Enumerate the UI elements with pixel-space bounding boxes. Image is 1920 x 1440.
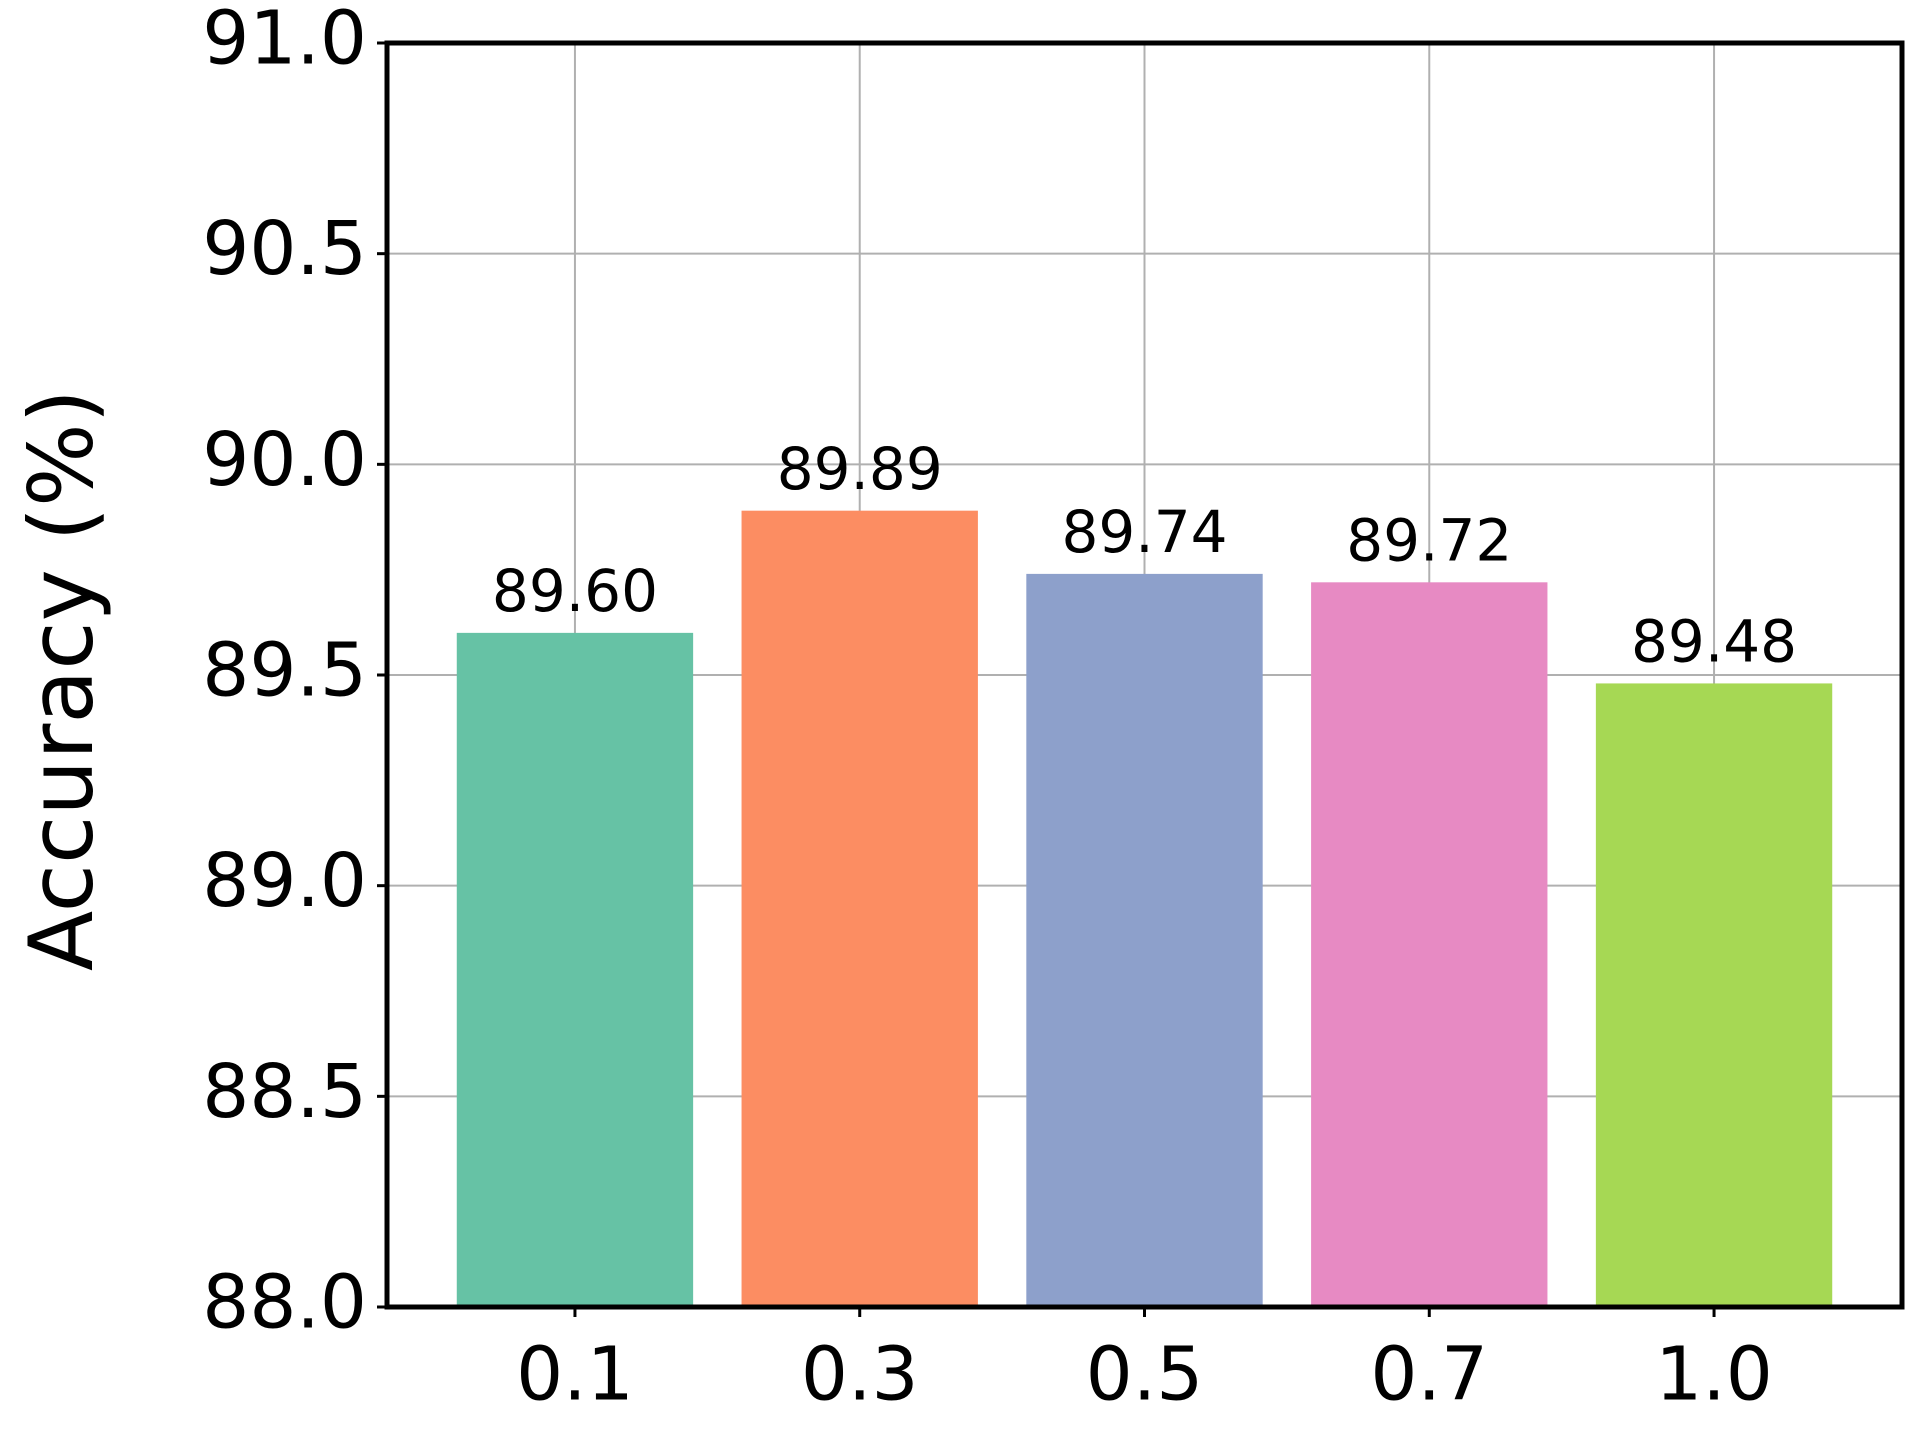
y-tick-label: 88.0 <box>202 1260 367 1346</box>
value-label: 89.74 <box>1061 498 1227 566</box>
bar <box>456 632 694 1307</box>
x-tick-label: 0.7 <box>1370 1332 1488 1418</box>
x-tick-label: 0.3 <box>801 1332 919 1418</box>
bar <box>1595 683 1833 1307</box>
y-axis-label: Accuracy (%) <box>10 389 113 971</box>
value-label: 89.89 <box>777 435 943 503</box>
value-label: 89.48 <box>1631 608 1797 676</box>
bar <box>1026 573 1263 1307</box>
plot-frame <box>384 40 1905 1310</box>
value-label: 89.72 <box>1346 506 1512 574</box>
y-tick-label: 90.5 <box>202 206 367 292</box>
y-tick-label: 91.0 <box>202 0 367 82</box>
y-tick-label: 89.5 <box>202 628 367 714</box>
x-tick-label: 0.1 <box>516 1332 634 1418</box>
y-tick-label: 89.0 <box>202 838 367 924</box>
bar <box>741 510 978 1307</box>
y-tick-label: 88.5 <box>202 1049 367 1135</box>
value-label: 89.60 <box>492 557 658 625</box>
x-tick-label: 1.0 <box>1655 1332 1773 1418</box>
bar <box>1311 582 1548 1307</box>
y-tick-label: 90.0 <box>202 417 367 503</box>
x-tick-label: 0.5 <box>1086 1332 1204 1418</box>
